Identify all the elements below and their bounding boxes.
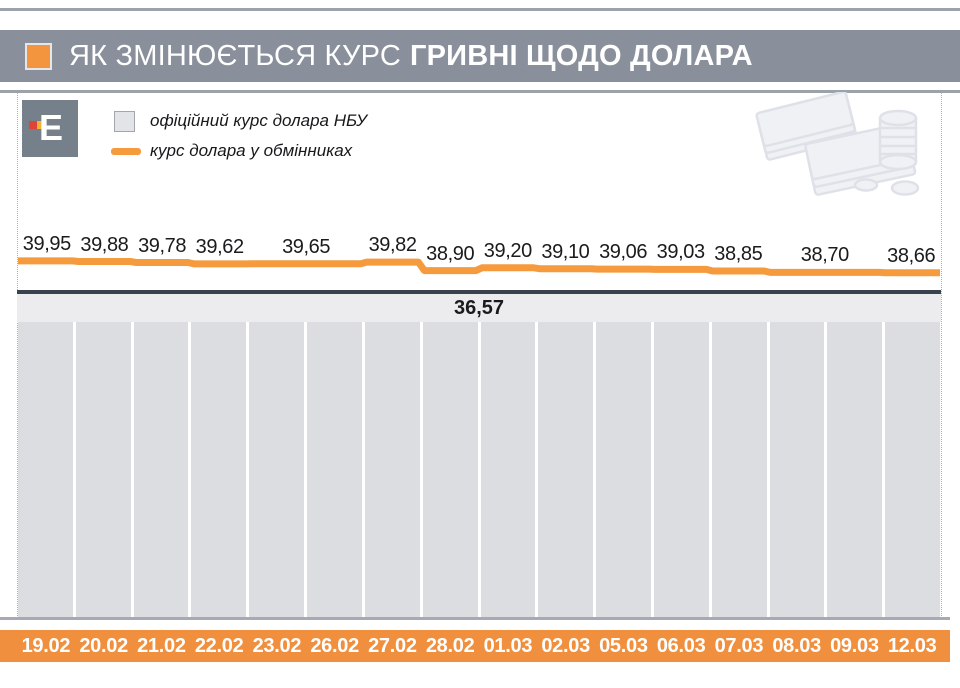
date-label: 27.02 (368, 634, 417, 657)
date-label: 12.03 (887, 634, 937, 657)
legend-item-exchange: курс долара у обмінниках (111, 140, 367, 162)
official-rate-swatch (111, 110, 150, 132)
rate-value-label: 39,95 (22, 232, 71, 255)
official-rate-column (364, 322, 420, 617)
date-label: 23.02 (252, 634, 302, 657)
date-label: 22.02 (194, 634, 244, 657)
legend-label-official: офіційний курс долара НБУ (150, 111, 367, 130)
rate-value-label: 39,82 (368, 234, 417, 257)
exchange-rate-swatch (111, 147, 150, 155)
date-labels: 19.02 20.02 21.02 22.02 23.02 26.02 27.02 28.02… (17, 630, 941, 662)
rate-value-label: 39,78 (138, 234, 187, 257)
official-rate-column (711, 322, 767, 617)
rate-value-label: 39,62 (195, 235, 244, 258)
rate-value-label: 39,88 (80, 233, 129, 256)
official-rate-column (480, 322, 536, 617)
title-bullet-square-icon (25, 42, 52, 70)
date-axis-bar: 19.02 20.02 21.02 22.02 23.02 26.02 27.02 28.02… (0, 630, 950, 662)
logo-red-square-icon (29, 121, 37, 129)
rate-value-label: 39,10 (541, 240, 590, 263)
rate-value-label: 38,70 (800, 244, 849, 267)
columns-baseline (0, 617, 950, 620)
date-label: 06.03 (656, 634, 706, 657)
official-rate-column (249, 322, 305, 617)
official-rate-column (769, 322, 825, 617)
official-rate-column (307, 322, 362, 617)
official-rate-column (75, 322, 131, 617)
official-rate-line (17, 290, 941, 294)
date-label: 01.03 (483, 634, 533, 657)
official-rate-value: 36,57 (453, 297, 505, 319)
rate-value-label: 39,20 (483, 239, 532, 262)
chart-legend: офіційний курс долара НБУ курс долара у … (111, 110, 367, 170)
title-bar: ЯК ЗМІНЮЄТЬСЯ КУРС ГРИВНІ ЩОДО ДОЛАРА (0, 30, 960, 82)
chart-left-border (17, 93, 18, 620)
rate-value-label: 38,85 (714, 243, 763, 265)
page-title-bold: ГРИВНІ ЩОДО ДОЛАРА (409, 39, 753, 72)
legend-item-official: офіційний курс долара НБУ (111, 110, 367, 132)
official-rate-column (596, 322, 651, 617)
official-rate-column (653, 322, 709, 617)
date-label: 26.02 (310, 634, 359, 657)
official-rate-column (827, 322, 883, 617)
date-label: 09.03 (830, 634, 879, 657)
date-label: 20.02 (79, 634, 128, 657)
official-rate-column (885, 322, 940, 617)
page-title: ЯК ЗМІНЮЄТЬСЯ КУРС ГРИВНІ ЩОДО ДОЛАРА (69, 40, 753, 73)
date-label: 28.02 (425, 634, 475, 657)
exchange-rate-line (18, 257, 940, 277)
date-label: 19.02 (21, 634, 71, 657)
official-rate-column (422, 322, 478, 617)
rate-value-label: 38,90 (426, 242, 475, 265)
rate-value-label: 39,03 (656, 241, 705, 264)
official-rate-column (538, 322, 594, 617)
chart-right-border (941, 93, 942, 620)
orange-line-icon (111, 147, 141, 155)
official-rate-column (191, 322, 247, 617)
chart-top-divider (0, 90, 960, 93)
exchange-rate-path (18, 257, 940, 277)
official-rate-column (133, 322, 189, 617)
legend-label-exchange: курс долара у обмінниках (150, 141, 353, 160)
logo-letter: Е (39, 107, 64, 148)
rate-value-label: 38,66 (887, 244, 936, 267)
date-label: 21.02 (137, 634, 186, 657)
rate-value-label: 39,06 (599, 241, 648, 264)
ekonomichna-pravda-logo: Е (22, 100, 78, 157)
page-title-regular: ЯК ЗМІНЮЄТЬСЯ КУРС (69, 39, 401, 72)
rate-value-label: 39,65 (282, 235, 331, 258)
date-label: 02.03 (541, 634, 590, 657)
official-rate-columns (18, 322, 940, 617)
date-label: 07.03 (714, 634, 764, 657)
money-watermark-icon (755, 92, 920, 196)
logo-yellow-square-icon (37, 121, 45, 129)
date-label: 05.03 (599, 634, 648, 657)
date-label: 08.03 (772, 634, 821, 657)
gray-square-icon (114, 110, 135, 132)
official-rate-column (18, 322, 73, 617)
official-rate-band: 36,57 (17, 294, 941, 322)
top-divider (0, 8, 960, 11)
